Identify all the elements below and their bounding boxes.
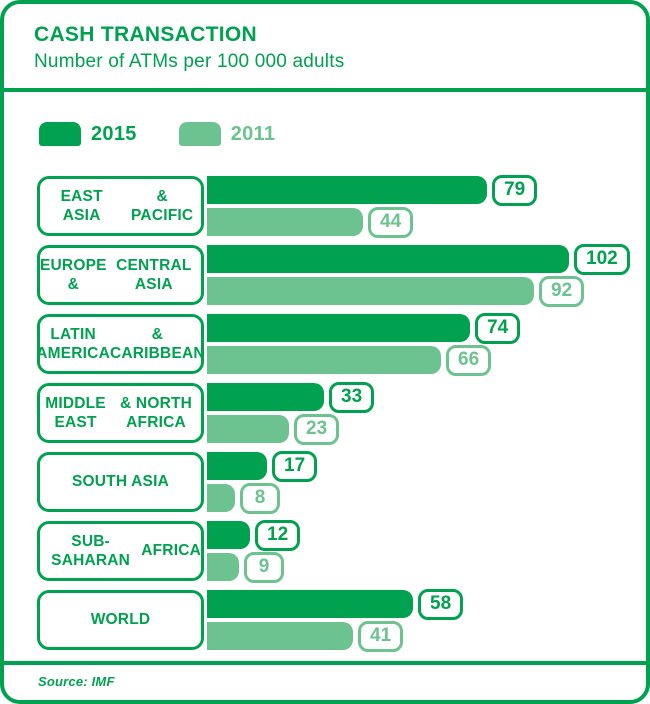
category-label-line: WORLD xyxy=(90,611,151,629)
value-badge-2011: 66 xyxy=(446,344,492,376)
value-badge-2015: 102 xyxy=(574,243,630,275)
category-label-line: AFRICA xyxy=(141,542,201,560)
bar-2011 xyxy=(207,484,235,512)
bar-2011 xyxy=(207,277,534,305)
category-label-box: SOUTH ASIA xyxy=(37,452,204,512)
bar-2015 xyxy=(207,383,324,411)
legend-label-2011: 2011 xyxy=(230,122,276,145)
bar-line-2015: 17 xyxy=(207,450,646,482)
category-label-line: & PACIFIC xyxy=(131,187,194,224)
bar-2015 xyxy=(207,452,267,480)
value-badge-2011: 23 xyxy=(294,413,340,445)
category-label-box: WORLD xyxy=(37,590,204,650)
category-label-line: SUB-SAHARAN xyxy=(51,532,131,569)
bar-group: 102 92 xyxy=(207,243,646,307)
bar-line-2015: 102 xyxy=(207,243,646,275)
value-badge-2011: 8 xyxy=(240,482,280,514)
chart-row: LATIN AMERICA & CARIBBEAN 74 66 xyxy=(36,312,646,376)
legend-swatch-2015-icon xyxy=(39,122,81,146)
bar-2011 xyxy=(207,208,363,236)
bar-line-2015: 74 xyxy=(207,312,646,344)
footer: Source: IMF xyxy=(4,661,646,700)
bar-2015 xyxy=(207,590,413,618)
category-label-line: & NORTH AFRICA xyxy=(120,394,193,431)
category-label-line: LATIN AMERICA xyxy=(36,325,110,362)
bar-2011 xyxy=(207,415,289,443)
bar-line-2011: 23 xyxy=(207,413,646,445)
bar-group: 79 44 xyxy=(207,174,646,238)
header: CASH TRANSACTION Number of ATMs per 100 … xyxy=(4,4,646,92)
chart-row: EAST ASIA & PACIFIC 79 44 xyxy=(37,174,646,238)
value-badge-2011: 44 xyxy=(368,206,414,238)
category-label-line: SOUTH ASIA xyxy=(71,473,169,491)
chart-row: EUROPE & CENTRAL ASIA 102 92 xyxy=(37,243,646,307)
chart-row: SOUTH ASIA 17 8 xyxy=(37,450,646,514)
value-badge-2015: 79 xyxy=(492,174,538,206)
chart-row: WORLD 58 41 xyxy=(37,588,646,652)
bar-group: 12 9 xyxy=(207,519,646,583)
category-label-box: EUROPE & CENTRAL ASIA xyxy=(37,245,204,305)
value-badge-2015: 74 xyxy=(475,312,521,344)
bar-2015 xyxy=(207,314,470,342)
value-badge-2015: 58 xyxy=(418,588,464,620)
legend-swatch-2011-icon xyxy=(178,122,221,146)
page-title: CASH TRANSACTION xyxy=(34,23,257,46)
bar-line-2015: 58 xyxy=(207,588,646,620)
value-badge-2011: 9 xyxy=(244,551,284,583)
bar-group: 17 8 xyxy=(207,450,646,514)
bar-group: 58 41 xyxy=(207,588,646,652)
bar-line-2011: 9 xyxy=(207,551,646,583)
page-subtitle: Number of ATMs per 100 000 adults xyxy=(34,51,345,73)
bar-line-2011: 66 xyxy=(207,344,646,376)
bar-2015 xyxy=(207,245,569,273)
legend-item-2011: 2011 xyxy=(178,122,276,146)
category-label-box: EAST ASIA & PACIFIC xyxy=(37,176,204,236)
bar-2011 xyxy=(207,622,353,650)
bar-line-2015: 12 xyxy=(207,519,646,551)
category-label-box: MIDDLE EAST & NORTH AFRICA xyxy=(37,383,204,443)
chart-row: SUB-SAHARAN AFRICA 12 9 xyxy=(37,519,646,583)
value-badge-2015: 17 xyxy=(272,450,318,482)
bar-2011 xyxy=(207,346,441,374)
category-label-line: EUROPE & xyxy=(40,256,107,293)
bar-2011 xyxy=(207,553,239,581)
value-badge-2011: 92 xyxy=(539,275,585,307)
bar-group: 33 23 xyxy=(207,381,646,445)
bar-line-2015: 33 xyxy=(207,381,646,413)
bar-2015 xyxy=(207,521,250,549)
category-label-line: & CARIBBEAN xyxy=(109,325,205,362)
bar-line-2011: 44 xyxy=(207,206,646,238)
value-badge-2015: 12 xyxy=(255,519,301,551)
bar-2015 xyxy=(207,176,487,204)
category-label-box: LATIN AMERICA & CARIBBEAN xyxy=(36,314,205,374)
source-note: Source: IMF xyxy=(38,674,115,689)
legend: 2015 2011 xyxy=(39,122,646,146)
category-label-line: MIDDLE EAST xyxy=(45,394,106,431)
legend-item-2015: 2015 xyxy=(39,122,137,146)
value-badge-2015: 33 xyxy=(329,381,375,413)
chart-row: MIDDLE EAST & NORTH AFRICA 33 23 xyxy=(37,381,646,445)
bar-line-2011: 41 xyxy=(207,620,646,652)
bar-line-2011: 92 xyxy=(207,275,646,307)
category-label-line: CENTRAL ASIA xyxy=(116,256,192,293)
bar-line-2015: 79 xyxy=(207,174,646,206)
category-label-box: SUB-SAHARAN AFRICA xyxy=(37,521,204,581)
value-badge-2011: 41 xyxy=(358,620,404,652)
bar-chart: EAST ASIA & PACIFIC 79 44 EUROPE & CENTRAL AS… xyxy=(36,174,646,652)
category-label-line: EAST ASIA xyxy=(60,187,103,224)
bar-line-2011: 8 xyxy=(207,482,646,514)
bar-group: 74 66 xyxy=(207,312,646,376)
legend-label-2015: 2015 xyxy=(91,122,137,145)
